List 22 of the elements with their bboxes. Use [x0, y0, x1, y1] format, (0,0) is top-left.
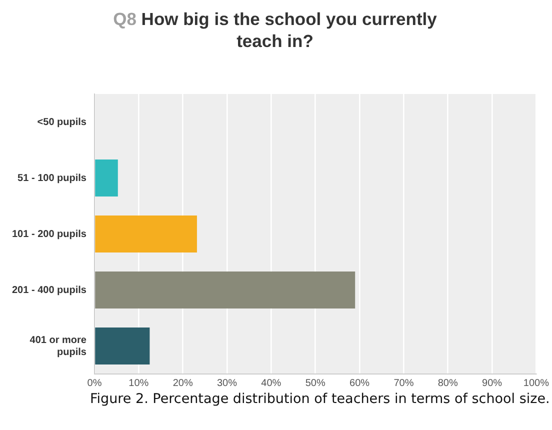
- x-tick-label: 40%: [261, 378, 282, 389]
- x-tick-label: 10%: [128, 378, 149, 389]
- x-tick-label: 80%: [438, 378, 458, 389]
- bar: [95, 160, 118, 196]
- y-tick-label: 401 or more pupils: [30, 334, 87, 358]
- caption: Figure 2. Percentage distribution of teachers in terms of school size.: [90, 390, 550, 409]
- bar: [95, 328, 150, 364]
- x-tick-label: 90%: [482, 378, 502, 389]
- bar: [95, 216, 197, 252]
- chart-title: Q8 How big is the school you currently teach in?: [112, 8, 438, 52]
- x-tick-label: 0%: [87, 378, 102, 389]
- y-tick-label: <50 pupils: [37, 116, 87, 128]
- y-tick-label: 101 - 200 pupils: [12, 228, 87, 240]
- x-tick-label: 60%: [350, 378, 370, 389]
- y-tick-label: 201 - 400 pupils: [12, 284, 87, 296]
- y-tick-label: 51 - 100 pupils: [18, 172, 87, 184]
- bar: [95, 272, 356, 308]
- x-tick-label: 50%: [305, 378, 326, 389]
- x-tick-label: 70%: [394, 378, 414, 389]
- x-tick-label: 20%: [172, 378, 193, 389]
- x-tick-label: 100%: [523, 378, 550, 389]
- x-tick-label: 30%: [216, 378, 238, 389]
